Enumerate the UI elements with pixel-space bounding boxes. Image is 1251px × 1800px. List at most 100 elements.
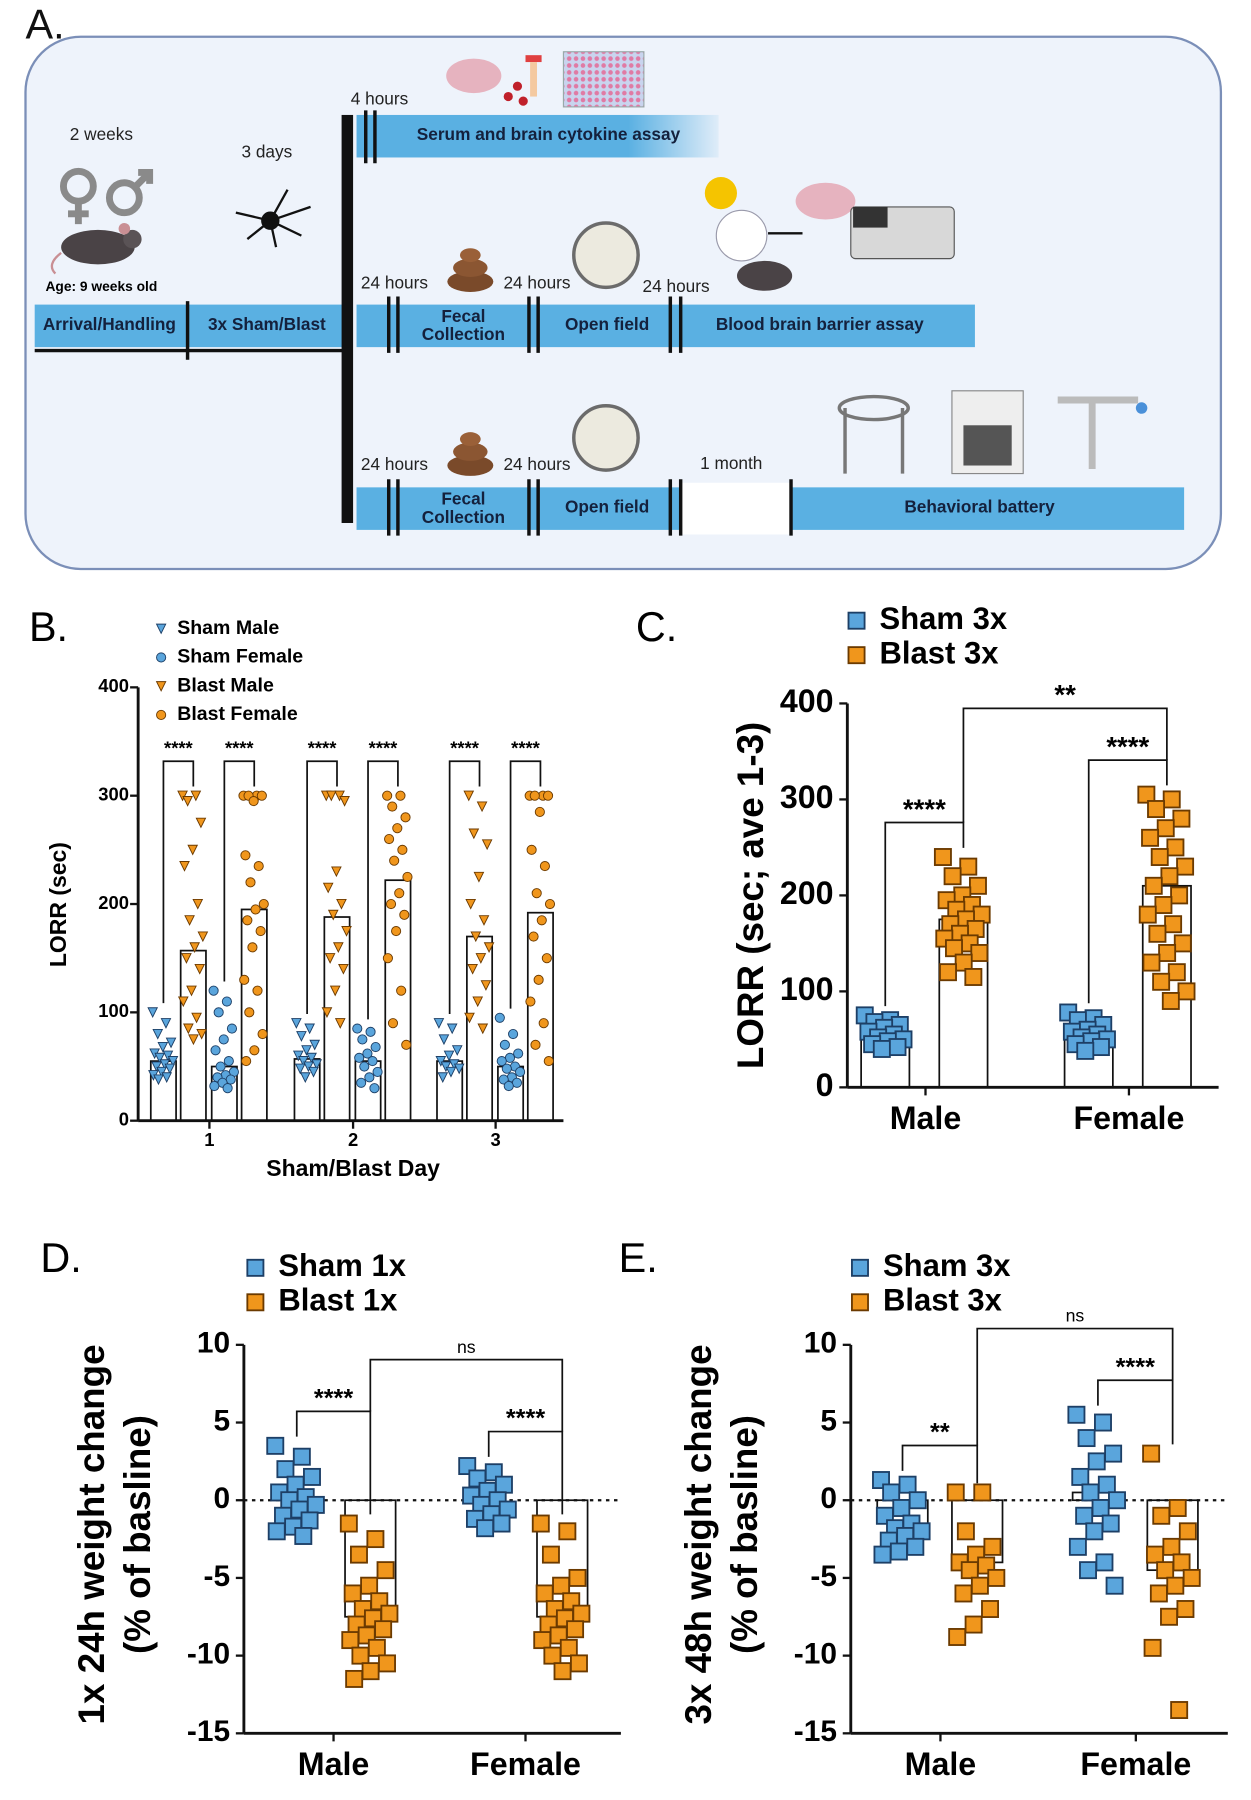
point	[1097, 1475, 1116, 1494]
point	[1152, 1506, 1171, 1525]
delay: 4 hours	[351, 89, 409, 109]
bar	[466, 935, 494, 1122]
point	[400, 812, 411, 823]
point	[1182, 1568, 1201, 1587]
point	[183, 1023, 194, 1035]
point	[292, 1050, 304, 1062]
point	[496, 1056, 507, 1067]
y-tick-label: -15	[187, 1715, 230, 1748]
point	[223, 1056, 234, 1067]
point	[210, 1045, 221, 1056]
point	[301, 1045, 312, 1056]
bar	[384, 879, 412, 1122]
point	[569, 1654, 588, 1673]
y-tick-label: -10	[794, 1638, 837, 1671]
point	[1176, 857, 1195, 876]
panel-label: D.	[40, 1235, 81, 1281]
point	[1161, 992, 1180, 1010]
point	[156, 652, 167, 663]
point	[303, 1467, 321, 1486]
point	[153, 1074, 164, 1086]
significance-label: ****	[369, 738, 398, 759]
point	[177, 996, 189, 1008]
significance-bracket	[295, 1410, 372, 1515]
point	[446, 1023, 458, 1035]
bar	[323, 916, 351, 1122]
period: 2 weeks	[70, 124, 133, 144]
significance-bracket	[487, 1430, 564, 1515]
significance-bracket	[162, 760, 195, 1004]
point	[1067, 1405, 1086, 1424]
point	[912, 1522, 931, 1541]
point	[534, 806, 545, 817]
significance-label: ****	[511, 738, 540, 759]
point	[1167, 963, 1186, 982]
legend-label: Sham Female	[177, 646, 303, 668]
point	[533, 1631, 552, 1650]
significance-label: **	[930, 1419, 950, 1447]
significance-label: ns	[457, 1337, 476, 1357]
step: Open field	[565, 497, 649, 517]
step: Fecal	[441, 306, 485, 326]
point	[249, 1045, 260, 1056]
point	[1079, 1561, 1097, 1580]
point	[336, 898, 347, 910]
timeline-bar	[34, 304, 348, 348]
stage: Arrival/Handling	[43, 314, 176, 334]
point	[1177, 982, 1196, 1001]
significance-label: ****	[225, 738, 254, 759]
point	[851, 1293, 869, 1312]
panel-label: B.	[29, 604, 68, 650]
point	[847, 611, 866, 630]
point	[541, 1545, 560, 1564]
point	[476, 1519, 495, 1538]
point	[385, 898, 397, 910]
point	[468, 828, 480, 840]
legend-label: Sham 3x	[880, 601, 1008, 636]
point	[192, 898, 204, 910]
point	[402, 871, 413, 882]
point	[960, 1561, 979, 1580]
point	[208, 985, 219, 996]
panel-label: A.	[26, 2, 65, 48]
delay: 24 hours	[503, 454, 570, 474]
point	[276, 1460, 295, 1479]
x-tick-label: Female	[1074, 1100, 1185, 1136]
point	[946, 1483, 965, 1502]
point	[508, 1028, 519, 1040]
point	[851, 1258, 869, 1277]
step: Fecal	[441, 489, 485, 509]
x-tick-label: 2	[348, 1129, 358, 1150]
point	[196, 1028, 207, 1040]
point	[242, 915, 253, 926]
y-tick-label: 300	[780, 779, 834, 815]
panel-a: A. 2 weeks 3 days Age: 9 weeks old Arriv…	[24, 2, 1223, 571]
point	[401, 1039, 412, 1050]
point	[478, 915, 490, 926]
step: Blood brain barrier assay	[716, 314, 924, 334]
significance-label: ****	[314, 1385, 353, 1413]
y-tick-label: 200	[780, 875, 834, 911]
point	[1156, 1561, 1175, 1580]
delay: 24 hours	[361, 272, 428, 292]
point	[529, 790, 540, 801]
y-tick-label: 5	[213, 1404, 230, 1437]
point	[1101, 1514, 1120, 1533]
point	[1137, 785, 1156, 804]
legend-label: Sham 1x	[278, 1248, 406, 1283]
point	[539, 861, 550, 872]
bar	[179, 949, 207, 1122]
y-axis-label: 3x 48h weight change	[678, 1344, 719, 1724]
chart: B. 0 100 200 300 400 1 2 3 Sham/Blast Day LORR (se…	[29, 604, 564, 1181]
point	[252, 985, 263, 996]
point	[558, 1522, 577, 1541]
point	[526, 844, 537, 855]
point	[215, 1061, 226, 1072]
point	[362, 1048, 373, 1059]
point	[1158, 944, 1177, 962]
point	[465, 898, 477, 910]
x-tick-label: Male	[890, 1100, 962, 1136]
point	[292, 1447, 311, 1466]
point	[477, 1023, 489, 1035]
panel-frame	[24, 35, 1223, 571]
